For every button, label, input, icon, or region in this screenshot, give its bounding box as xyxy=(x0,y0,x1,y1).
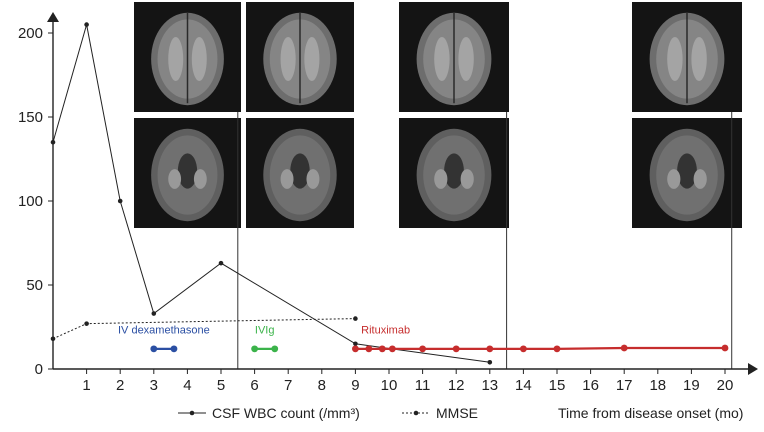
csf-wbc-point xyxy=(353,341,358,347)
legend-mmse-label: MMSE xyxy=(436,405,478,421)
x-tick-label: 5 xyxy=(217,377,225,394)
basal-ganglia-left xyxy=(168,169,182,189)
white-matter-right xyxy=(191,37,207,81)
x-tick-label: 1 xyxy=(82,377,90,394)
white-matter-left xyxy=(280,37,296,81)
x-ticks: 1 2 3 4 5 6 7 8 9 10 11 12 13 14 15 16 17 18 19 20 xyxy=(82,369,733,394)
mmse-point xyxy=(50,336,56,342)
x-tick-label: 12 xyxy=(448,377,465,394)
legend: CSF WBC count (/mm³) MMSE Time from dise… xyxy=(178,405,743,421)
x-tick-label: 16 xyxy=(582,377,599,394)
x-tick-label: 19 xyxy=(683,377,700,394)
y-tick-label: 50 xyxy=(26,277,43,294)
mri-panel xyxy=(632,2,742,112)
x-tick-label: 3 xyxy=(150,377,158,394)
treatment-dose-rituximab xyxy=(553,345,561,353)
white-matter-right xyxy=(304,37,320,81)
legend-wbc-marker xyxy=(189,410,195,416)
csf-wbc-point xyxy=(218,260,224,266)
axes xyxy=(47,12,758,375)
mri-panel xyxy=(134,118,241,228)
basal-ganglia-left xyxy=(280,169,294,189)
treatment-line-rituximab xyxy=(355,346,725,350)
treatment-layer: IV dexamethasone IVIg Rituximab xyxy=(118,325,729,353)
treatment-dose-rituximab xyxy=(352,345,359,353)
ventricle xyxy=(290,153,310,189)
treatment-label-rituximab: Rituximab xyxy=(361,325,410,337)
legend-wbc-label: CSF WBC count (/mm³) xyxy=(212,405,360,421)
x-tick-label: 2 xyxy=(116,377,124,394)
treatment-dose-rituximab xyxy=(378,345,386,353)
mri-panel xyxy=(246,118,354,228)
y-ticks: 0 50 100 150 200 xyxy=(18,25,53,378)
csf-wbc-point xyxy=(151,311,157,316)
x-tick-label: 7 xyxy=(284,377,292,394)
basal-ganglia-right xyxy=(693,169,707,189)
mmse-point xyxy=(84,321,89,326)
treatment-label-iv-dexamethasone: IV dexamethasone xyxy=(118,325,210,337)
x-tick-label: 17 xyxy=(616,377,633,394)
basal-ganglia-left xyxy=(667,169,681,189)
treatment-label-ivig: IVIg xyxy=(255,325,275,337)
treatment-dose-ivig xyxy=(251,345,258,353)
white-matter-left xyxy=(168,37,184,81)
treatment-dose-iv-dexamethasone xyxy=(170,345,178,353)
x-tick-label: 18 xyxy=(649,377,666,394)
treatment-dose-rituximab xyxy=(520,345,527,353)
x-tick-label: 11 xyxy=(415,377,431,394)
white-matter-right xyxy=(458,37,474,81)
x-tick-label: 13 xyxy=(481,377,498,394)
x-tick-label: 4 xyxy=(183,377,191,394)
treatment-dose-rituximab xyxy=(419,345,426,353)
x-axis-title: Time from disease onset (mo) xyxy=(558,405,743,421)
treatment-dose-rituximab xyxy=(365,345,373,353)
treatment-dose-iv-dexamethasone xyxy=(150,345,158,353)
csf-wbc-point xyxy=(50,139,56,145)
treatment-dose-rituximab xyxy=(388,345,396,353)
x-tick-label: 14 xyxy=(515,377,532,394)
y-axis-arrow xyxy=(47,12,59,22)
y-tick-label: 100 xyxy=(18,193,43,210)
legend-mmse-marker xyxy=(413,410,419,416)
ventricle xyxy=(177,153,198,189)
white-matter-right xyxy=(691,37,707,81)
mri-panel xyxy=(399,2,509,112)
csf-wbc-point xyxy=(84,22,89,27)
mri-panels xyxy=(134,2,742,228)
ventricle xyxy=(677,153,697,189)
x-tick-label: 15 xyxy=(549,377,566,394)
mmse-point xyxy=(353,316,358,321)
mri-panel xyxy=(134,2,241,112)
treatment-dose-ivig xyxy=(271,345,279,353)
treatment-dose-rituximab xyxy=(486,345,494,353)
basal-ganglia-right xyxy=(306,169,320,189)
mri-panel xyxy=(246,2,354,112)
csf-wbc-point xyxy=(487,359,493,365)
basal-ganglia-right xyxy=(460,169,474,189)
x-tick-label: 20 xyxy=(717,377,734,394)
mri-panel xyxy=(399,118,509,228)
x-axis-arrow xyxy=(748,363,758,375)
mri-time-markers xyxy=(237,112,733,369)
treatment-dose-rituximab xyxy=(620,344,628,352)
y-tick-label: 0 xyxy=(35,361,43,378)
x-tick-label: 10 xyxy=(381,377,398,394)
x-tick-label: 8 xyxy=(318,377,326,394)
mri-panel xyxy=(632,118,742,228)
treatment-dose-rituximab xyxy=(452,345,460,353)
basal-ganglia-right xyxy=(193,169,207,189)
x-tick-label: 9 xyxy=(351,377,359,394)
ventricle xyxy=(444,153,464,189)
basal-ganglia-left xyxy=(434,169,448,189)
y-tick-label: 150 xyxy=(18,109,43,126)
white-matter-left xyxy=(667,37,683,81)
treatment-dose-rituximab xyxy=(721,344,729,352)
y-tick-label: 200 xyxy=(18,25,43,42)
series-layer xyxy=(50,22,493,365)
x-tick-label: 6 xyxy=(250,377,258,394)
csf-wbc-point xyxy=(117,198,123,204)
white-matter-left xyxy=(434,37,450,81)
